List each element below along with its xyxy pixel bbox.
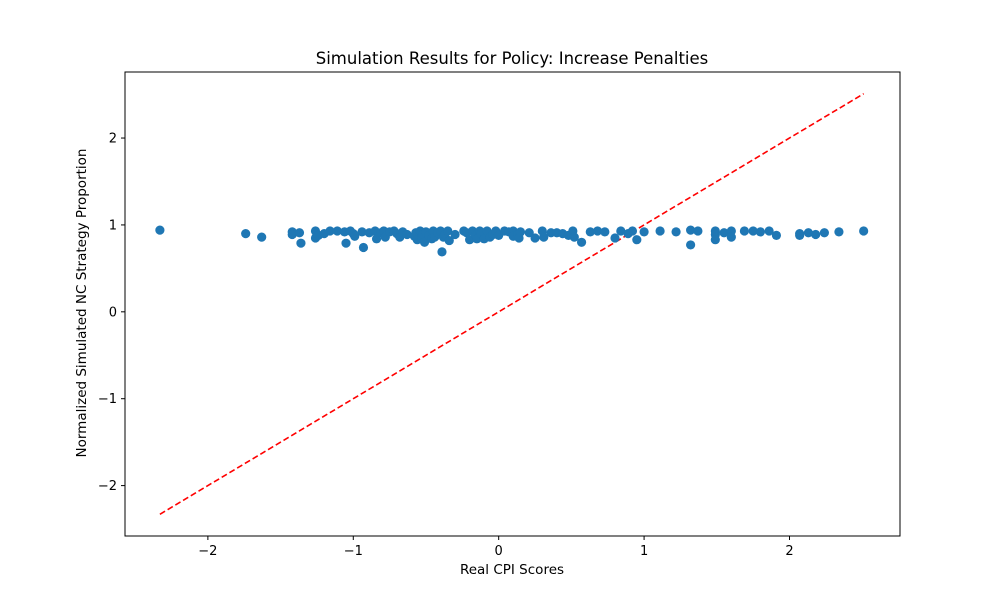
scatter-point xyxy=(610,233,620,243)
scatter-point xyxy=(771,230,782,240)
scatter-point xyxy=(325,226,335,236)
scatter-point xyxy=(294,228,305,238)
scatter-point xyxy=(686,225,696,235)
scatter-point xyxy=(332,226,342,236)
scatter-point xyxy=(241,229,251,239)
scatter-point xyxy=(419,237,430,247)
scatter-point xyxy=(585,227,595,237)
scatter-point xyxy=(616,226,626,236)
scatter-point xyxy=(671,227,681,237)
reference-line-layer xyxy=(159,93,865,515)
scatter-point xyxy=(569,232,579,242)
plot-area-frame xyxy=(124,71,901,537)
y-axis-title: Normalized Simulated NC Strategy Proport… xyxy=(74,149,90,458)
scatter-point xyxy=(655,226,665,236)
scatter-point xyxy=(450,229,460,240)
scatter-point xyxy=(592,226,603,236)
scatter-point xyxy=(834,227,844,237)
x-tick-label: −2 xyxy=(198,544,217,559)
scatter-point xyxy=(693,226,703,236)
x-tick-label: 2 xyxy=(785,544,793,559)
scatter-point xyxy=(358,242,369,253)
scatter-point xyxy=(444,235,454,246)
scatter-point xyxy=(257,232,267,242)
scatter-point xyxy=(739,226,750,236)
scatter-point xyxy=(155,225,165,235)
scatter-point xyxy=(811,229,821,240)
scatter-point xyxy=(764,226,774,236)
scatter-point xyxy=(719,228,729,238)
scatter-point xyxy=(539,232,549,242)
scatter-point xyxy=(357,227,367,237)
scatter-point xyxy=(437,247,447,257)
scatter-point xyxy=(576,237,587,247)
scatter-point xyxy=(402,229,412,240)
scatter-point xyxy=(296,238,306,248)
scatter-point xyxy=(748,226,758,236)
x-tick-label: 1 xyxy=(640,544,648,559)
x-axis-title: Real CPI Scores xyxy=(460,562,564,578)
scatter-point xyxy=(686,240,696,250)
scatter-point xyxy=(726,232,736,242)
axis-ticks-layer: −2 −1 0 1 2 −2 −1 0 1 2 xyxy=(98,132,794,559)
scatter-point xyxy=(639,227,649,237)
scatter-point xyxy=(350,231,360,241)
scatter-point xyxy=(795,230,805,240)
y-tick-label: −1 xyxy=(98,392,117,407)
reference-line xyxy=(159,93,865,515)
y-tick-label: 0 xyxy=(109,305,117,320)
y-tick-label: 2 xyxy=(109,132,117,147)
scatter-point xyxy=(341,238,351,248)
scatter-point xyxy=(632,235,642,245)
y-tick-label: −2 xyxy=(98,479,117,494)
scatter-point xyxy=(755,227,766,237)
scatter-point xyxy=(287,229,297,240)
scatter-point xyxy=(515,227,526,237)
x-tick-label: −1 xyxy=(344,544,363,559)
scatter-point xyxy=(803,228,813,238)
scatter-point xyxy=(859,226,869,236)
scatter-points-layer xyxy=(155,225,869,257)
scatter-point xyxy=(710,235,720,245)
scatter-point xyxy=(819,228,829,238)
y-tick-label: 1 xyxy=(109,218,117,233)
x-tick-label: 0 xyxy=(495,544,503,559)
scatter-point xyxy=(530,233,540,243)
scatter-point xyxy=(443,226,453,236)
chart-title: Simulation Results for Policy: Increase … xyxy=(316,49,709,68)
scatter-point xyxy=(627,226,638,236)
scatter-point xyxy=(600,227,610,237)
